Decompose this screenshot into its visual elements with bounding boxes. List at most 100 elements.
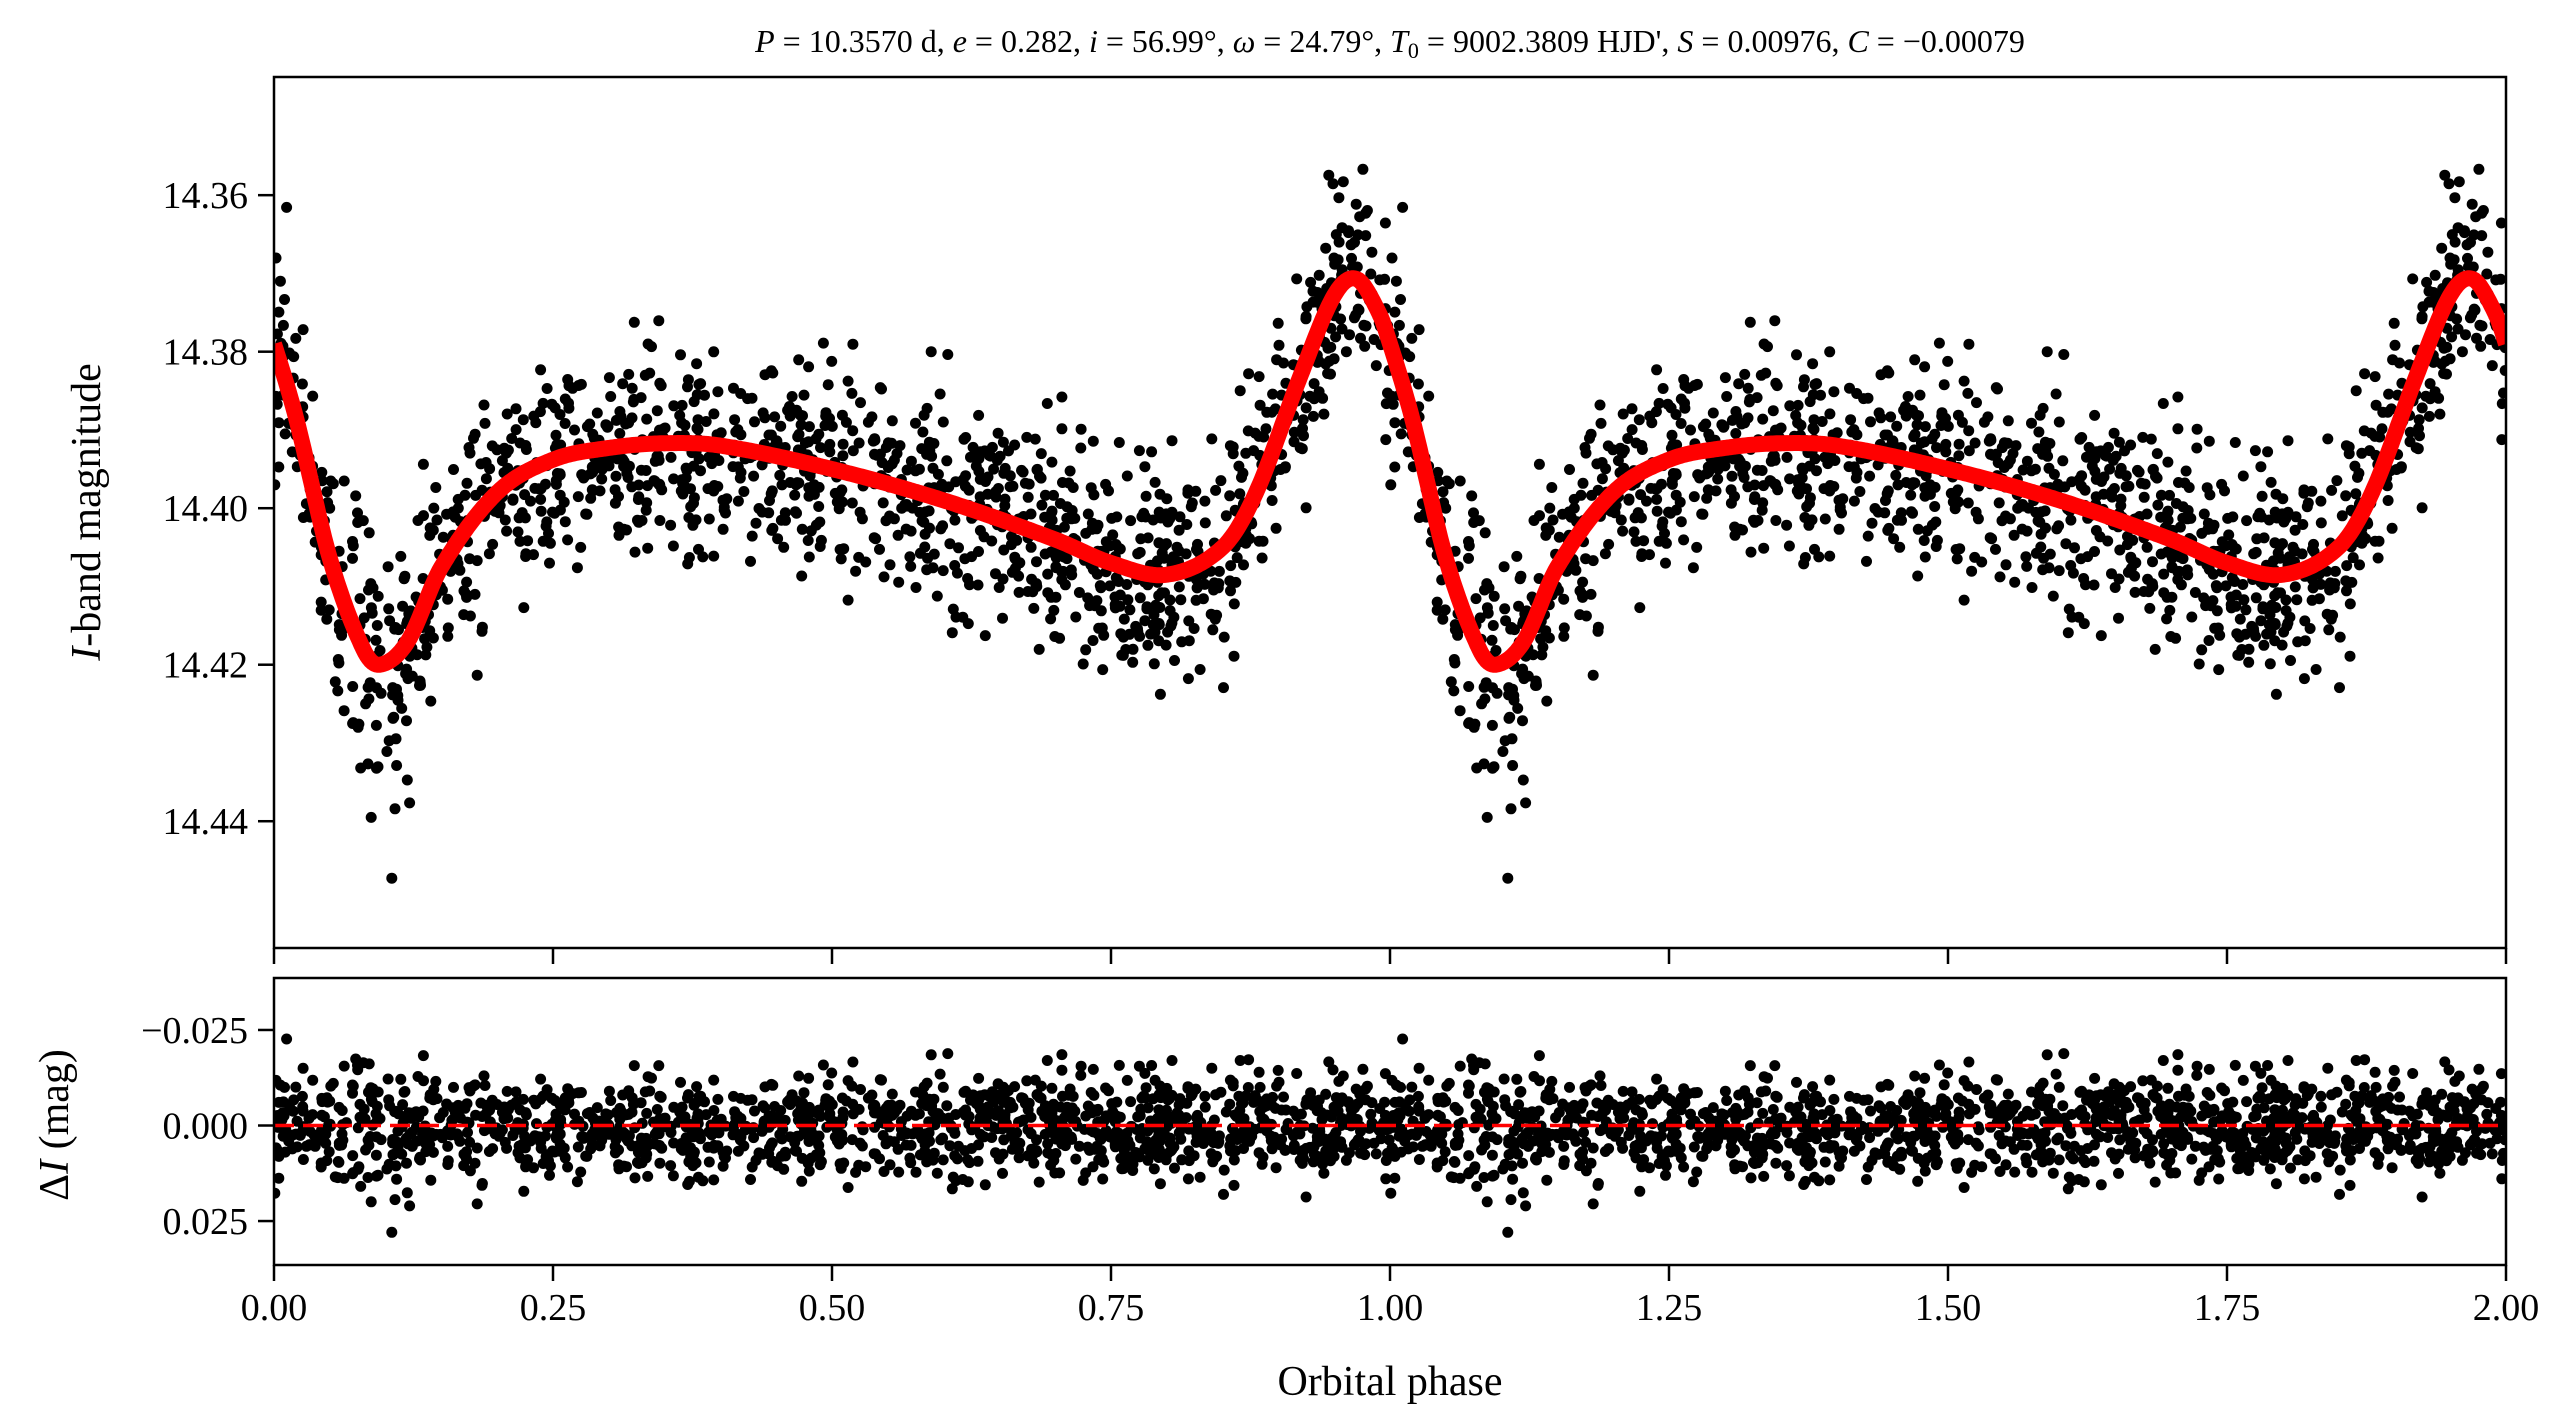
title-c: C bbox=[1847, 23, 1869, 59]
residual-point bbox=[629, 1172, 641, 1184]
observation-point bbox=[2114, 544, 2126, 556]
observation-point bbox=[1808, 414, 1820, 426]
observation-point bbox=[1963, 445, 1975, 457]
observation-point bbox=[1041, 398, 1053, 409]
observation-point bbox=[1437, 486, 1449, 498]
residual-point bbox=[274, 1187, 281, 1199]
residual-point bbox=[711, 1114, 723, 1126]
observation-point bbox=[963, 484, 975, 496]
observation-point bbox=[1824, 346, 1836, 358]
observation-point bbox=[2423, 410, 2435, 422]
residual-point bbox=[274, 1142, 282, 1154]
residual-point bbox=[387, 1134, 399, 1145]
observation-point bbox=[2388, 317, 2400, 329]
residual-point bbox=[1291, 1068, 1303, 1079]
observation-point bbox=[1070, 611, 1082, 623]
residual-point bbox=[946, 1183, 958, 1195]
residual-point bbox=[692, 1118, 704, 1130]
observation-point bbox=[2270, 602, 2282, 613]
residual-point bbox=[390, 1160, 402, 1172]
observation-point bbox=[1630, 535, 1642, 547]
observation-point bbox=[691, 358, 703, 370]
observation-point bbox=[993, 582, 1005, 593]
observation-point bbox=[692, 414, 704, 426]
observation-point bbox=[1220, 510, 1232, 522]
observation-point bbox=[321, 486, 333, 498]
observation-point bbox=[681, 464, 693, 476]
observation-point bbox=[512, 526, 524, 538]
residual-point bbox=[972, 1155, 984, 1167]
observation-point bbox=[972, 579, 984, 591]
residual-point bbox=[986, 1086, 998, 1098]
residual-point bbox=[842, 1182, 854, 1193]
residual-point bbox=[1318, 1167, 1330, 1179]
observation-point bbox=[2370, 399, 2382, 411]
residual-point bbox=[1919, 1101, 1931, 1113]
observation-point bbox=[1558, 630, 1570, 642]
residual-point bbox=[1085, 1087, 1097, 1098]
observation-point bbox=[1174, 511, 1186, 523]
observation-point bbox=[2262, 446, 2274, 458]
observation-point bbox=[905, 455, 917, 467]
residual-point bbox=[1479, 1058, 1491, 1070]
observation-point bbox=[1036, 499, 1048, 511]
observation-point bbox=[1691, 541, 1703, 553]
observation-point bbox=[358, 612, 370, 624]
observation-point bbox=[1748, 514, 1759, 526]
residual-point bbox=[1397, 1033, 1409, 1045]
observation-points bbox=[274, 163, 2506, 884]
observation-point bbox=[1487, 620, 1499, 631]
observation-point bbox=[934, 388, 946, 400]
observation-point bbox=[2436, 242, 2448, 254]
observation-point bbox=[1579, 442, 1591, 453]
observation-point bbox=[2313, 593, 2325, 605]
residual-point bbox=[338, 1060, 350, 1072]
residual-point bbox=[316, 1124, 327, 1136]
residual-point bbox=[2416, 1191, 2428, 1203]
observation-point bbox=[847, 425, 859, 437]
observation-point bbox=[1736, 418, 1748, 430]
observation-point bbox=[675, 349, 686, 361]
residual-point bbox=[304, 1126, 316, 1137]
observation-point bbox=[884, 510, 896, 522]
residual-point bbox=[371, 1131, 382, 1143]
observation-point bbox=[1505, 803, 1517, 815]
observation-point bbox=[347, 681, 359, 692]
observation-point bbox=[365, 811, 377, 823]
observation-point bbox=[2350, 488, 2362, 500]
observation-point bbox=[1902, 391, 1914, 402]
observation-point bbox=[804, 470, 816, 482]
observation-point bbox=[1954, 543, 1966, 555]
observation-point bbox=[1332, 254, 1344, 266]
observation-point bbox=[1139, 615, 1151, 627]
residual-point bbox=[1587, 1198, 1599, 1210]
residual-point bbox=[470, 1109, 482, 1121]
residual-point bbox=[886, 1109, 898, 1121]
observation-point bbox=[1675, 418, 1687, 429]
observation-point bbox=[2110, 450, 2122, 462]
observation-point bbox=[717, 523, 729, 535]
residual-point bbox=[687, 1160, 699, 1172]
observation-point bbox=[428, 502, 440, 514]
residual-point bbox=[363, 1058, 375, 1070]
residual-point bbox=[665, 1127, 677, 1138]
observation-point bbox=[1149, 476, 1161, 488]
residual-point bbox=[757, 1100, 769, 1112]
residual-point bbox=[1218, 1188, 1229, 1200]
observation-point bbox=[1030, 580, 1042, 591]
observation-point bbox=[1881, 488, 1893, 500]
observation-point bbox=[703, 513, 715, 525]
observation-point bbox=[401, 774, 413, 786]
residual-point bbox=[1148, 1163, 1160, 1175]
observation-point bbox=[1594, 399, 1606, 411]
observation-point bbox=[347, 540, 359, 552]
observation-point bbox=[1181, 519, 1193, 530]
observation-point bbox=[1073, 587, 1085, 598]
observation-point bbox=[1330, 331, 1342, 343]
observation-point bbox=[1211, 609, 1223, 621]
residual-point bbox=[925, 1049, 937, 1061]
observation-point bbox=[916, 515, 928, 527]
observation-point bbox=[632, 514, 643, 526]
observation-point bbox=[2026, 417, 2037, 429]
observation-point bbox=[1269, 403, 1281, 415]
